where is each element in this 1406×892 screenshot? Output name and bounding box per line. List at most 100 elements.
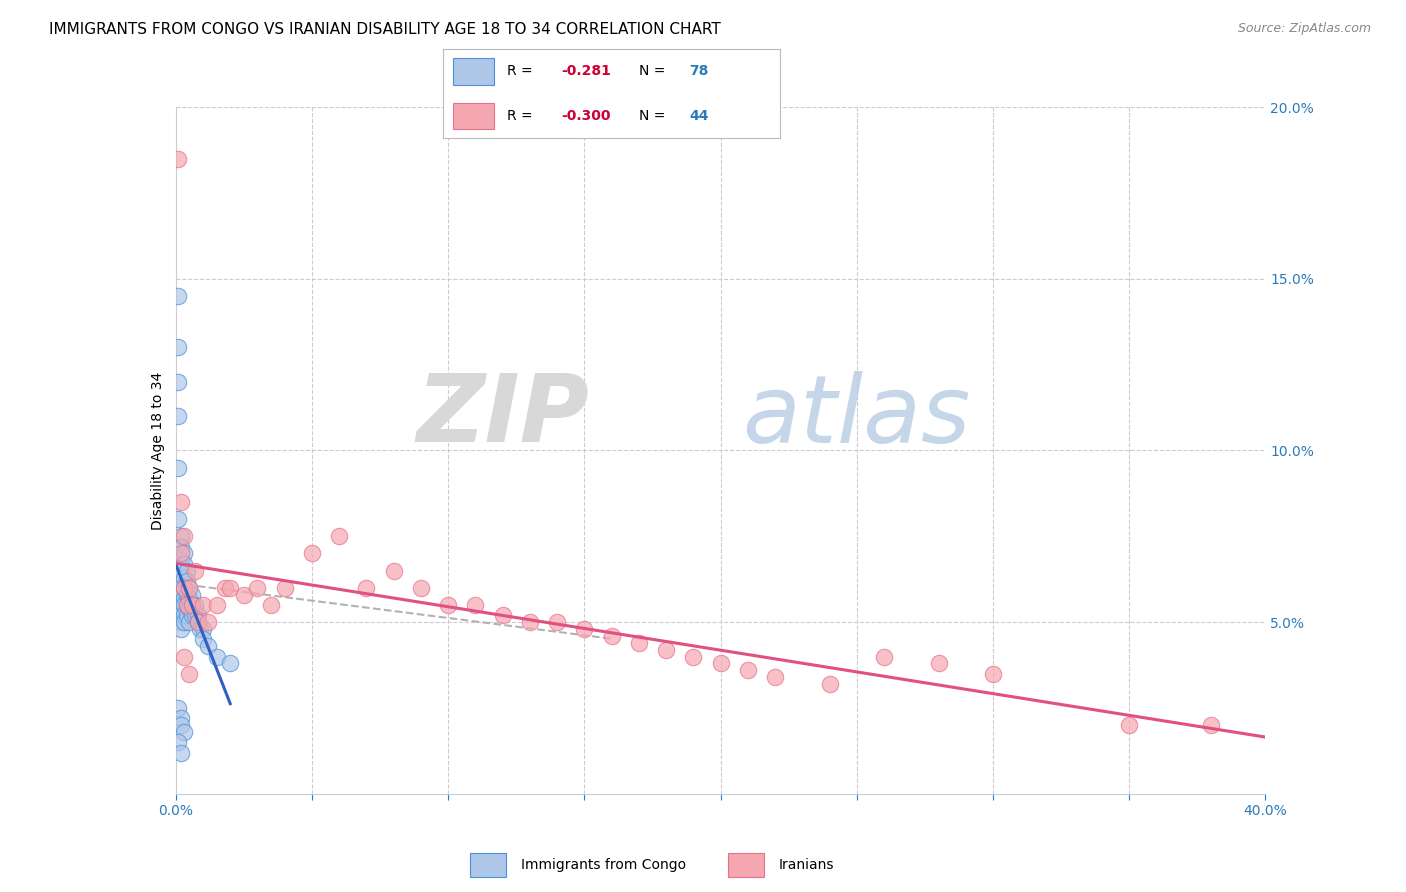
Point [173,649,195,664]
Point [170,564,193,578]
Text: 78: 78 [689,64,709,78]
Point [170,529,193,543]
Point [246,581,269,595]
Bar [453,58,494,85]
Point [818,677,841,691]
Point [464,598,486,612]
Point [519,615,541,630]
Text: N =: N = [638,109,665,123]
Point [197,615,219,630]
Text: N =: N = [638,64,665,78]
Point [173,581,195,595]
Point [627,636,650,650]
Point [170,546,193,561]
Point [173,581,195,595]
Point [170,540,193,554]
Point [173,529,195,543]
Point [173,570,195,584]
Text: Iranians: Iranians [779,858,834,871]
Point [176,574,198,588]
Point [188,622,211,636]
Point [710,657,733,671]
Point [197,639,219,653]
Point [173,598,195,612]
Text: IMMIGRANTS FROM CONGO VS IRANIAN DISABILITY AGE 18 TO 34 CORRELATION CHART: IMMIGRANTS FROM CONGO VS IRANIAN DISABIL… [49,22,721,37]
Point [655,642,678,657]
Point [170,622,193,636]
Point [176,564,198,578]
Text: ZIP: ZIP [418,370,591,462]
Point [173,557,195,571]
Point [179,615,201,630]
Point [176,598,198,612]
Point [167,735,190,749]
Point [181,598,204,612]
Point [181,588,204,602]
Point [546,615,568,630]
Point [981,666,1004,681]
Bar [728,853,763,877]
Point [184,608,207,623]
Text: Immigrants from Congo: Immigrants from Congo [520,858,686,871]
Text: R =: R = [508,109,533,123]
Point [205,598,228,612]
Point [170,598,193,612]
Point [176,598,198,612]
Point [167,152,190,166]
Y-axis label: Disability Age 18 to 34: Disability Age 18 to 34 [150,371,165,530]
Point [170,608,193,623]
Point [232,588,254,602]
Point [179,581,201,595]
Point [170,553,193,567]
Point [170,711,193,725]
Text: R =: R = [508,64,533,78]
Point [682,649,704,664]
Point [173,615,195,630]
Point [170,746,193,760]
Point [382,564,405,578]
Text: 44: 44 [689,109,709,123]
Point [328,529,350,543]
Point [928,657,950,671]
Point [170,718,193,732]
Point [181,598,204,612]
Bar [470,853,506,877]
Point [170,615,193,630]
Point [873,649,896,664]
Point [186,615,209,630]
Point [1118,718,1140,732]
Point [600,629,623,643]
Point [191,632,214,647]
Point [167,512,190,526]
Point [167,375,190,389]
Point [737,663,759,677]
Point [173,608,195,623]
Point [492,608,515,623]
Point [301,546,323,561]
Point [409,581,432,595]
Point [170,581,193,595]
Point [173,546,195,561]
Point [763,670,786,684]
Point [179,591,201,606]
Point [179,581,201,595]
Point [170,495,193,509]
Text: atlas: atlas [742,370,970,462]
Point [179,666,201,681]
Point [181,608,204,623]
Point [184,564,207,578]
Point [191,622,214,636]
Point [437,598,460,612]
Point [167,409,190,423]
Point [214,581,236,595]
Point [205,649,228,664]
Point [191,598,214,612]
Text: Source: ZipAtlas.com: Source: ZipAtlas.com [1237,22,1371,36]
Point [219,581,242,595]
Point [173,591,195,606]
Point [167,701,190,715]
Point [184,598,207,612]
Point [1199,718,1222,732]
Point [574,622,596,636]
Bar [453,103,494,129]
